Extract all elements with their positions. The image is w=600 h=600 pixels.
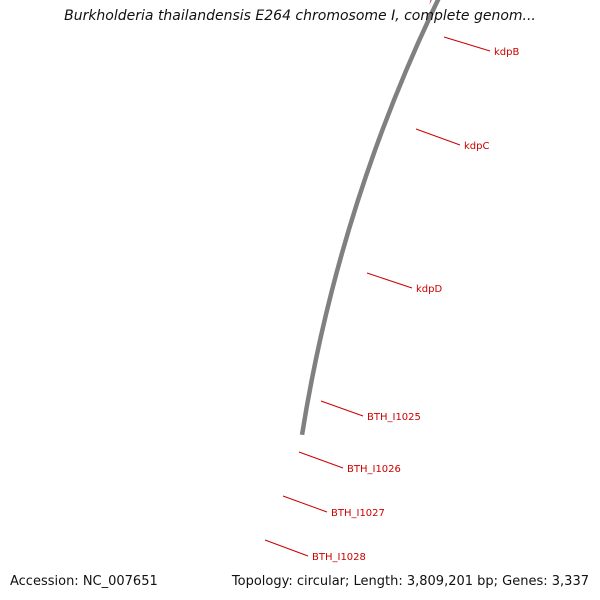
label-leader-line — [320, 400, 364, 417]
gene-label: BTH_I1028 — [312, 552, 366, 563]
gene-label: BTH_I1026 — [347, 464, 401, 475]
accession-label: Accession: NC_007651 — [10, 574, 158, 589]
features-layer — [429, 0, 432, 5]
gene-label: kdpB — [494, 47, 519, 58]
backbone-layer — [299, 0, 441, 436]
gene-label: kdpD — [416, 284, 442, 295]
label-leader-line — [443, 36, 491, 52]
cds-arrow — [429, 0, 432, 5]
gene-label: BTH_I1027 — [331, 508, 385, 519]
gene-label: kdpC — [464, 141, 489, 152]
labels-layer: kdpB kdpC kdpD BTH_I1025 BTH_I1026 BTH_I1027 B… — [264, 36, 519, 563]
label-leader-line — [415, 128, 461, 146]
genome-summary: Topology: circular; Length: 3,809,201 bp… — [231, 574, 589, 589]
label-leader-line — [366, 272, 413, 289]
label-leader-line — [298, 451, 344, 469]
gene-label: BTH_I1025 — [367, 412, 421, 423]
label-leader-line — [264, 539, 309, 557]
label-leader-line — [282, 495, 328, 513]
backbone-ring — [299, 0, 441, 436]
map-title: Burkholderia thailandensis E264 chromoso… — [64, 8, 536, 24]
